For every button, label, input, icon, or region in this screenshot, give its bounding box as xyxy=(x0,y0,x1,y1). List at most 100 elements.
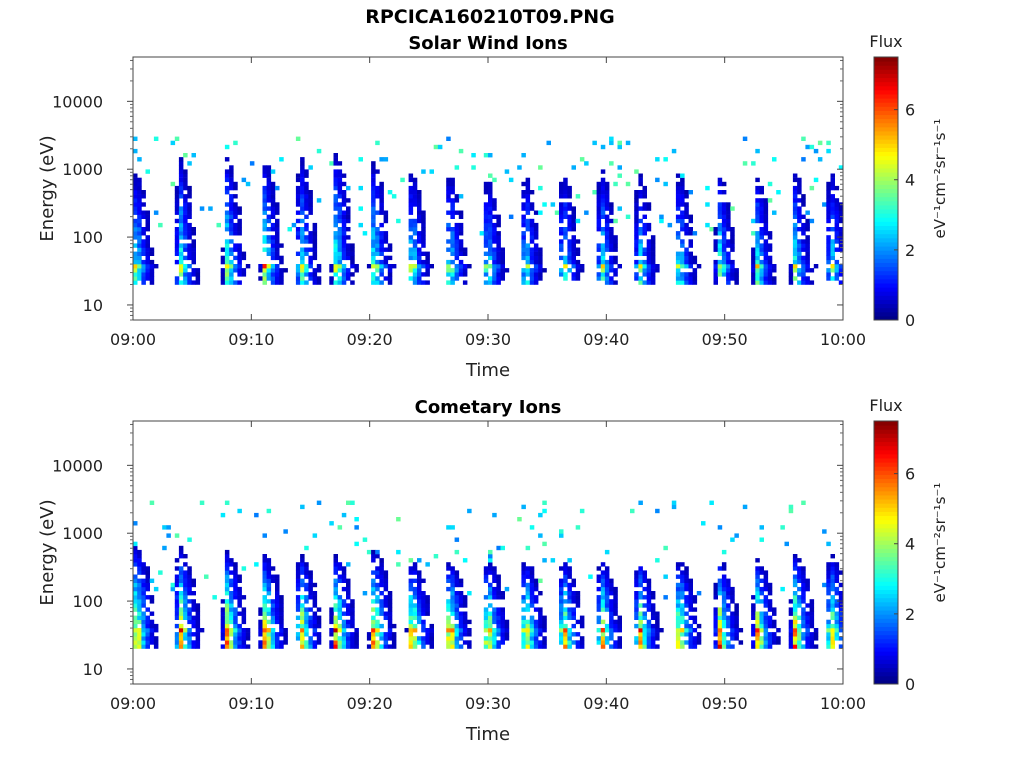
spectrogram-cell xyxy=(350,280,355,285)
spectrogram-cell xyxy=(174,227,180,232)
spectrogram-cell xyxy=(600,578,606,583)
spectrogram-cell xyxy=(529,239,535,244)
spectrogram-cell xyxy=(371,558,376,563)
spectrogram-cell xyxy=(638,264,643,269)
spectrogram-cell xyxy=(237,599,242,604)
spectrogram-cell xyxy=(830,636,835,641)
spectrogram-cell xyxy=(680,251,685,256)
spectrogram-cell xyxy=(767,619,773,625)
spectrogram-cell xyxy=(270,255,276,261)
spectrogram-cell xyxy=(609,591,614,596)
spectrogram-cell xyxy=(233,570,238,575)
spectrogram-cell xyxy=(767,198,773,203)
spectrogram-cell xyxy=(174,578,180,583)
spectrogram-cell xyxy=(337,615,343,620)
spectrogram-cell xyxy=(496,586,501,592)
spectrogram-cell xyxy=(797,558,802,563)
spectrogram-cell xyxy=(224,623,230,629)
spectrogram-cell xyxy=(421,603,426,608)
spectrogram-cell xyxy=(375,549,380,555)
spectrogram-cell xyxy=(838,243,844,248)
spectrogram-cell xyxy=(408,210,414,215)
spectrogram-cell xyxy=(604,247,610,252)
spectrogram-cell xyxy=(684,255,689,261)
spectrogram-cell xyxy=(446,636,451,641)
spectrogram-cell xyxy=(609,623,614,629)
colorbar-step xyxy=(874,593,898,599)
spectrogram-cell xyxy=(701,521,706,526)
spectrogram-cell xyxy=(417,272,422,277)
spectrogram-cell xyxy=(371,185,376,191)
spectrogram-cell xyxy=(483,181,489,187)
spectrogram-cell xyxy=(408,251,414,256)
spectrogram-cell xyxy=(133,628,138,633)
spectrogram-cell xyxy=(801,264,806,269)
spectrogram-cell xyxy=(304,214,309,219)
colorbar-step xyxy=(874,241,898,247)
spectrogram-cell xyxy=(329,632,334,637)
spectrogram-cell xyxy=(450,181,455,187)
spectrogram-cell xyxy=(375,611,380,616)
spectrogram-cell xyxy=(174,599,180,604)
spectrogram-cell xyxy=(233,202,238,207)
spectrogram-cell xyxy=(488,251,493,256)
spectrogram-cell xyxy=(730,644,735,649)
colorbar-step xyxy=(874,470,898,475)
spectrogram-cell xyxy=(492,239,497,244)
spectrogram-cell xyxy=(492,566,497,571)
spectrogram-cell xyxy=(279,619,284,625)
spectrogram-cell xyxy=(279,595,284,600)
spectrogram-cell xyxy=(387,619,393,625)
spectrogram-cell xyxy=(220,247,226,252)
spectrogram-cell xyxy=(751,161,756,166)
spectrogram-cell xyxy=(337,173,343,178)
spectrogram-cell xyxy=(684,586,689,592)
spectrogram-cell xyxy=(187,566,192,571)
spectrogram-cell xyxy=(341,632,347,637)
spectrogram-cell xyxy=(801,607,806,612)
spectrogram-cell xyxy=(684,582,689,588)
spectrogram-cell xyxy=(638,280,643,285)
spectrogram-cell xyxy=(408,222,414,228)
spectrogram-cell xyxy=(675,206,681,211)
spectrogram-cell xyxy=(450,231,455,236)
spectrogram-cell xyxy=(613,247,618,252)
spectrogram-cell xyxy=(262,628,267,633)
spectrogram-cell xyxy=(826,582,831,588)
spectrogram-cell xyxy=(408,578,414,583)
spectrogram-cell xyxy=(391,640,397,645)
spectrogram-cell xyxy=(680,218,685,224)
spectrogram-cell xyxy=(421,578,426,583)
spectrogram-cell xyxy=(454,644,460,649)
colorbar-step xyxy=(874,188,898,194)
spectrogram-cell xyxy=(421,239,426,244)
spectrogram-cell xyxy=(304,272,309,277)
spectrogram-cell xyxy=(149,599,155,604)
spectrogram-cell xyxy=(567,227,572,232)
spectrogram-cell xyxy=(529,259,535,265)
spectrogram-cell xyxy=(567,247,572,252)
spectrogram-cell xyxy=(483,578,489,583)
spectrogram-cell xyxy=(375,243,380,248)
spectrogram-cell xyxy=(329,644,334,649)
spectrogram-cell xyxy=(341,636,347,641)
spectrogram-cell xyxy=(371,259,376,265)
spectrogram-cell xyxy=(233,566,238,571)
spectrogram-cell xyxy=(412,280,418,285)
spectrogram-cell xyxy=(375,632,380,637)
spectrogram-cell xyxy=(788,636,794,641)
spectrogram-cell xyxy=(713,640,718,645)
spectrogram-cell xyxy=(412,264,418,269)
spectrogram-cell xyxy=(341,574,347,579)
spectrogram-cell xyxy=(187,206,192,211)
spectrogram-cell xyxy=(333,206,338,211)
spectrogram-cell xyxy=(567,202,572,207)
spectrogram-cell xyxy=(801,243,806,248)
spectrogram-cell xyxy=(613,599,618,604)
spectrogram-cell xyxy=(538,268,543,273)
spectrogram-cell xyxy=(792,603,798,608)
spectrogram-cell xyxy=(542,623,547,629)
spectrogram-cell xyxy=(304,227,309,232)
spectrogram-cell xyxy=(751,251,756,256)
spectrogram-cell xyxy=(279,644,284,649)
